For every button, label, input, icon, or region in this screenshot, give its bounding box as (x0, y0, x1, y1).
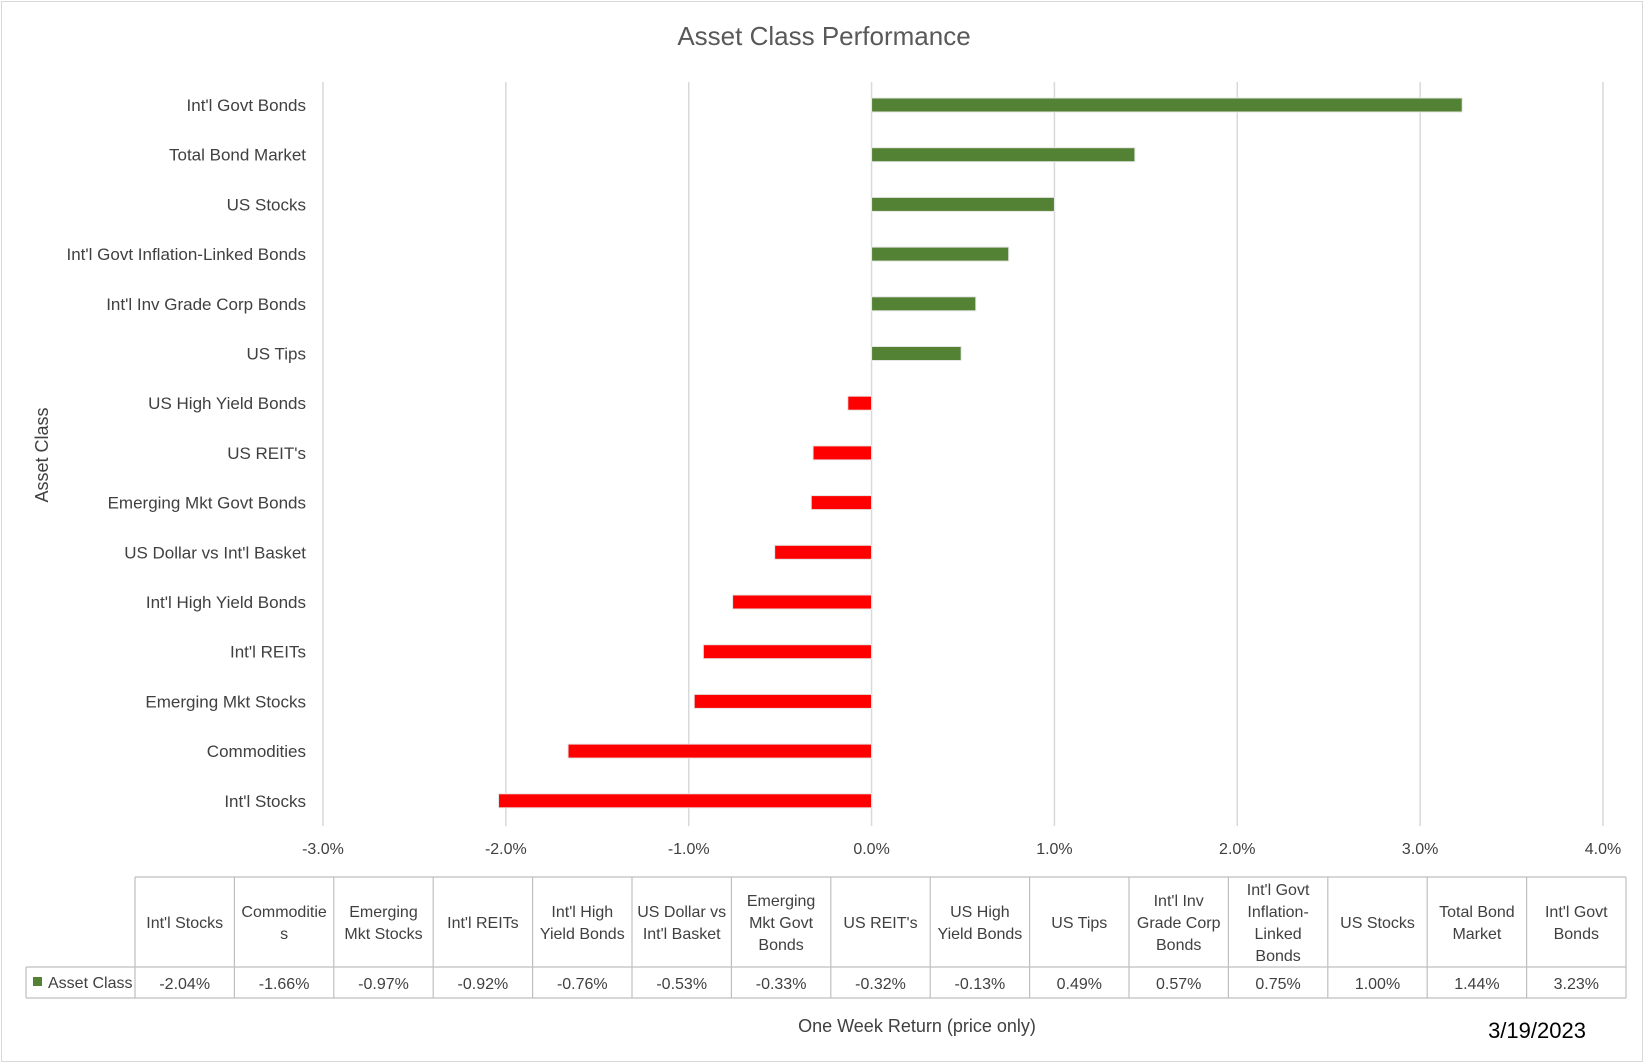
table-header: Int'l Govt Inflation-Linked Bonds (1247, 882, 1310, 965)
x-tick-label: 1.0% (1036, 841, 1072, 858)
table-header: Emerging Mkt Govt Bonds (747, 893, 815, 954)
bar (871, 346, 962, 361)
table-header: Emerging Mkt Stocks (344, 904, 422, 943)
bar (871, 196, 1055, 212)
category-label: Commodities (207, 742, 306, 761)
table-value: -1.66% (259, 976, 310, 993)
category-label: US High Yield Bonds (148, 394, 306, 413)
table-header: US High Yield Bonds (938, 904, 1023, 943)
bar (810, 495, 873, 511)
category-label: Total Bond Market (169, 146, 306, 165)
table-value: 0.57% (1156, 976, 1201, 993)
bar (871, 97, 1463, 113)
table-header: Int'l Stocks (146, 915, 223, 932)
date-label: 3/19/2023 (1488, 1018, 1586, 1043)
bar (871, 246, 1010, 262)
bar (693, 693, 873, 709)
table-value: -2.04% (159, 976, 210, 993)
table-header: US REIT's (843, 915, 917, 932)
bar (774, 544, 873, 560)
data-table: Int'l Stocks Commoditie s Emerging Mkt Stock… (25, 876, 1627, 999)
bar (812, 445, 873, 461)
category-label: Emerging Mkt Stocks (145, 692, 306, 711)
category-label: US Dollar vs Int'l Basket (124, 543, 306, 562)
category-label: US Stocks (227, 195, 306, 214)
category-label: Int'l Govt Inflation-Linked Bonds (67, 245, 307, 264)
bar (847, 395, 873, 411)
category-label: Int'l Stocks (224, 792, 306, 811)
legend-key (33, 977, 42, 986)
bar (871, 296, 977, 312)
table-header: US Dollar vs Int'l Basket (637, 904, 726, 943)
table-value: 1.00% (1355, 976, 1400, 993)
category-label: Emerging Mkt Govt Bonds (108, 494, 306, 513)
table-value: -0.97% (358, 976, 409, 993)
table-row-label: Asset Class (48, 975, 132, 992)
table-value: -0.92% (458, 976, 509, 993)
table-header: Int'l Govt Bonds (1545, 904, 1608, 943)
bar (498, 793, 873, 809)
table-header: Int'l High Yield Bonds (540, 904, 625, 943)
x-tick-labels: -3.0% -2.0% -1.0% 0.0% 1.0% 2.0% 3.0% 4.0% (302, 841, 1621, 858)
table-header: US Tips (1051, 915, 1107, 932)
table-value: -0.32% (855, 976, 906, 993)
bar (567, 743, 873, 759)
table-value: 0.49% (1057, 976, 1102, 993)
x-tick-label: -2.0% (485, 841, 527, 858)
x-tick-label: 2.0% (1219, 841, 1255, 858)
category-label: Int'l Inv Grade Corp Bonds (106, 295, 306, 314)
x-tick-label: -3.0% (302, 841, 344, 858)
bars (498, 97, 1463, 809)
table-value: -0.53% (656, 976, 707, 993)
x-tick-label: -1.0% (668, 841, 710, 858)
table-header: Int'l REITs (447, 915, 519, 932)
table-value: -0.76% (557, 976, 608, 993)
bar (732, 594, 873, 610)
x-tick-label: 4.0% (1585, 841, 1621, 858)
x-tick-label: 3.0% (1402, 841, 1438, 858)
y-axis-title: Asset Class (32, 407, 52, 502)
table-value: 3.23% (1554, 976, 1599, 993)
table-header: Total Bond Market (1439, 904, 1515, 943)
chart-title: Asset Class Performance (677, 21, 970, 51)
table-value: -0.13% (955, 976, 1006, 993)
x-axis-title: One Week Return (price only) (798, 1016, 1036, 1036)
category-label: US REIT's (227, 444, 306, 463)
category-label: Int'l Govt Bonds (187, 96, 306, 115)
table-header: Int'l Inv Grade Corp Bonds (1137, 893, 1221, 954)
bar (871, 147, 1136, 163)
x-tick-label: 0.0% (853, 841, 889, 858)
category-label: Int'l High Yield Bonds (146, 593, 306, 612)
bar (702, 644, 873, 660)
grid (322, 82, 1604, 826)
table-header: US Stocks (1340, 915, 1415, 932)
category-label: US Tips (246, 345, 306, 364)
table-value: -0.33% (756, 976, 807, 993)
table-value: 0.75% (1255, 976, 1300, 993)
category-label: Int'l REITs (230, 643, 306, 662)
category-labels: Int'l Stocks Commodities Emerging Mkt Stoc… (67, 96, 307, 811)
table-value: 1.44% (1454, 976, 1499, 993)
table-header: Commoditie s (241, 904, 326, 943)
